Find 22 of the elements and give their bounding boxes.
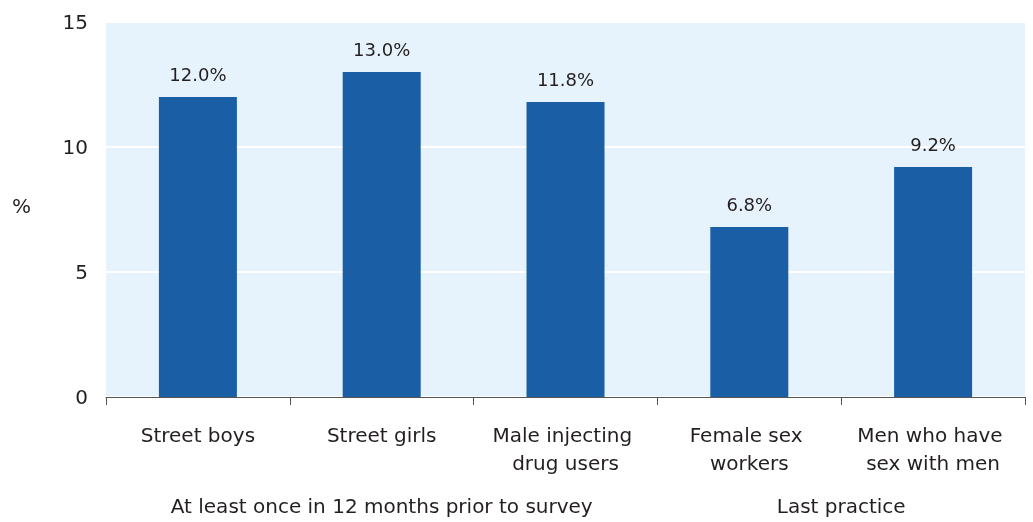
y-tick-label: 5 [75,260,88,284]
text: Last practice [776,494,906,518]
data-label: 6.8% [726,193,773,215]
x-tick-label: Street boys [140,423,256,447]
data-label: 11.8% [536,68,595,90]
bar [710,227,789,397]
y-tick-label: 0 [75,385,88,409]
x-tick-label: Female sex workers [689,423,809,475]
y-tick-label: 15 [62,10,88,34]
bar [526,102,605,397]
bar [342,72,421,397]
y-axis-title: % [12,194,32,218]
bar [894,167,973,397]
bar [158,97,237,397]
x-tick-label: Male injecting drug users [492,423,639,475]
data-label: 9.2% [910,133,956,155]
x-tick-label: Men who have sex with men [857,423,1009,475]
text: At least once in 12 months prior to survey [170,494,593,518]
data-label: 13.0% [353,38,411,60]
data-label: 12.0% [169,63,227,85]
x-tick-label: Street girls [326,423,437,447]
y-tick-label: 10 [62,135,88,159]
